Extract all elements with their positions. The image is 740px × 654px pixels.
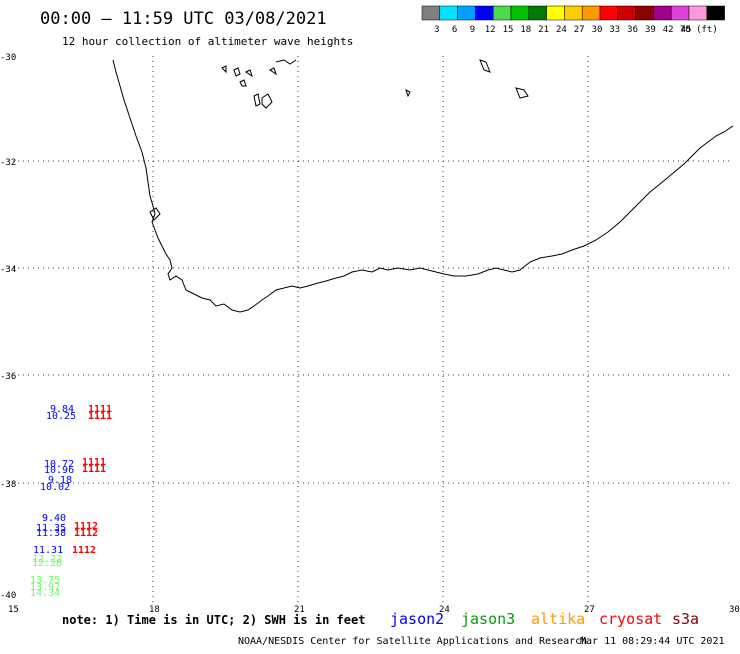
observation-label: 10.02	[40, 482, 70, 493]
colorbar-swatch	[564, 5, 583, 21]
satellite-jason3: jason3	[461, 610, 515, 628]
observation-label: 11.38	[36, 528, 66, 539]
colorbar-label: 24	[556, 25, 567, 35]
observation-label: 10.72	[44, 459, 74, 470]
satellite-s3a: s3a	[672, 610, 699, 628]
colorbar-label: 33	[609, 25, 620, 35]
latitude-tick: -34	[0, 265, 16, 275]
colorbar-swatch	[670, 5, 690, 21]
longitude-tick: 24	[439, 605, 450, 615]
colorbar-label: 6	[452, 25, 457, 35]
colorbar-swatch	[510, 5, 530, 21]
colorbar-swatch	[546, 5, 565, 21]
longitude-tick: 15	[8, 605, 19, 615]
colorbar-swatch	[457, 5, 476, 21]
colorbar-swatch	[581, 5, 601, 21]
page-subtitle: 12 hour collection of altimeter wave hei…	[62, 35, 353, 48]
colorbar-label: 9	[470, 25, 475, 35]
satellite-cryosat: cryosat	[599, 610, 662, 628]
colorbar-label: 36	[627, 25, 638, 35]
colorbar-swatch	[635, 5, 654, 21]
colorbar-swatch	[492, 5, 512, 21]
wave-height-observations: 9.8410.251111111110.7210.96111111119.181…	[30, 404, 112, 599]
observation-label: 1111	[82, 464, 106, 475]
colorbar-label: 15	[503, 25, 514, 35]
latitude-tick: -32	[0, 158, 16, 168]
credit-line: NOAA/NESDIS Center for Satellite Applica…	[238, 636, 587, 647]
observation-label: 9.18	[48, 475, 72, 486]
colorbar-label: 45	[681, 25, 692, 35]
longitude-tick-labels: 15 18 21 24 27 30	[8, 605, 740, 615]
map-frame	[8, 56, 734, 604]
observation-label: 10.96	[44, 465, 74, 476]
saldanha-bay-inlet	[149, 207, 161, 221]
page-title: 00:00 – 11:59 UTC 03/08/2021	[40, 9, 327, 29]
latitude-tick: -40	[0, 591, 16, 601]
satellite-jason2: jason2	[390, 610, 444, 628]
observation-label: 9.84	[50, 404, 74, 415]
colorbar-label: 12	[485, 25, 496, 35]
observation-label: 1112	[72, 545, 96, 556]
latitude-tick: -36	[0, 372, 16, 382]
colorbar-label: 27	[574, 25, 585, 35]
colorbar-swatch	[617, 5, 636, 21]
satellite-altika: altika	[531, 610, 585, 628]
longitude-tick: 18	[149, 605, 160, 615]
colorbar-label: 3	[434, 25, 439, 35]
south-africa-coastline	[112, 59, 734, 313]
longitude-tick: 21	[294, 605, 305, 615]
colorbar-label: 30	[592, 25, 603, 35]
colorbar-swatch	[421, 5, 441, 21]
observation-label: 12.22	[32, 554, 62, 565]
observation-label: 9.40	[42, 513, 66, 524]
colorbar-label: 42	[663, 25, 674, 35]
colorbar-label: 39	[645, 25, 656, 35]
longitude-tick: 27	[584, 605, 595, 615]
latitude-tick-labels: -30 -32 -34 -36 -38 -40	[0, 53, 16, 601]
longitude-tick: 30	[729, 605, 740, 615]
graticule	[8, 56, 733, 604]
observation-label: 1111	[82, 457, 106, 468]
colorbar-swatch	[475, 5, 494, 21]
colorbar-swatch	[706, 5, 725, 21]
colorbar-swatch	[688, 5, 708, 21]
footer-note: note: 1) Time is in UTC; 2) SWH is in fe…	[62, 613, 365, 627]
island-group	[221, 59, 529, 109]
observation-label: 11.31	[33, 545, 63, 556]
observation-label: 1111	[88, 404, 112, 415]
satellite-legend: jason2 jason3 altika cryosat s3a	[390, 610, 699, 628]
observation-label: 1112	[74, 528, 98, 539]
observation-label: 1112	[74, 521, 98, 532]
colorbar-swatch	[439, 5, 458, 21]
colorbar-label: 18	[520, 25, 531, 35]
colorbar-swatch	[599, 5, 619, 21]
observation-label: 14.34	[30, 588, 60, 599]
observation-label: 10.25	[46, 411, 76, 422]
colorbar-swatch	[528, 5, 547, 21]
observation-label: 13.75	[30, 575, 60, 586]
observation-label: 12.28	[32, 558, 62, 569]
generated-timestamp: Mar 11 08:29:44 UTC 2021	[580, 636, 725, 647]
colorbar-label: 21	[538, 25, 549, 35]
colorbar-label: 70 (ft)	[680, 25, 718, 35]
observation-label: 13.97	[30, 582, 60, 593]
latitude-tick: -38	[0, 480, 16, 490]
observation-label: 11.35	[36, 523, 66, 534]
observation-label: 1111	[88, 411, 112, 422]
latitude-tick: -30	[0, 53, 16, 63]
colorbar-swatch	[653, 5, 672, 21]
